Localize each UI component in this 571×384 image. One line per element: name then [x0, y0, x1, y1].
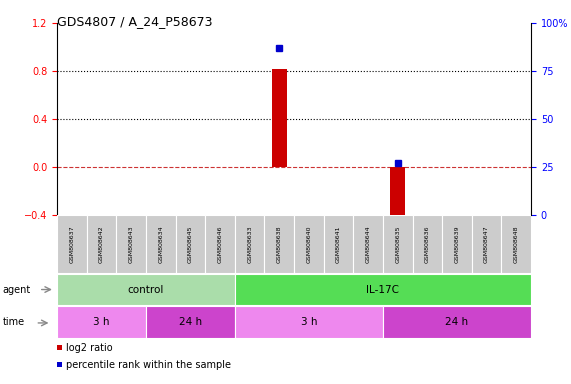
Text: GSM808648: GSM808648 — [514, 225, 518, 263]
Text: GSM808637: GSM808637 — [70, 225, 74, 263]
Bar — [442, 215, 472, 273]
Text: GSM808639: GSM808639 — [455, 225, 460, 263]
Text: 24 h: 24 h — [179, 317, 202, 327]
Bar — [205, 215, 235, 273]
Text: GSM808643: GSM808643 — [128, 225, 134, 263]
Bar — [272, 69, 287, 167]
Text: GSM808638: GSM808638 — [277, 225, 282, 263]
Bar — [501, 215, 531, 273]
Bar — [324, 215, 353, 273]
Text: GSM808635: GSM808635 — [395, 225, 400, 263]
Text: 24 h: 24 h — [445, 317, 469, 327]
Text: GSM808645: GSM808645 — [188, 225, 193, 263]
Bar — [57, 274, 235, 305]
Text: GSM808641: GSM808641 — [336, 225, 341, 263]
Text: percentile rank within the sample: percentile rank within the sample — [66, 360, 231, 370]
Bar — [176, 215, 205, 273]
Bar — [57, 215, 87, 273]
Text: GSM808634: GSM808634 — [158, 225, 163, 263]
Text: GSM808646: GSM808646 — [218, 225, 223, 263]
Text: 3 h: 3 h — [93, 317, 110, 327]
Bar — [472, 215, 501, 273]
Text: IL-17C: IL-17C — [367, 285, 400, 295]
Bar — [235, 215, 264, 273]
Text: time: time — [3, 317, 25, 327]
Bar — [391, 167, 405, 217]
Text: 3 h: 3 h — [300, 317, 317, 327]
Bar — [353, 215, 383, 273]
Bar — [235, 274, 531, 305]
Bar — [146, 215, 176, 273]
Bar — [412, 215, 442, 273]
Bar — [116, 215, 146, 273]
Bar — [294, 215, 324, 273]
Bar — [87, 215, 116, 273]
Bar — [383, 215, 412, 273]
Text: GDS4807 / A_24_P58673: GDS4807 / A_24_P58673 — [57, 15, 212, 28]
Text: log2 ratio: log2 ratio — [66, 343, 113, 353]
Text: GSM808644: GSM808644 — [365, 225, 371, 263]
Bar — [264, 215, 294, 273]
Bar — [235, 306, 383, 338]
Text: GSM808633: GSM808633 — [247, 225, 252, 263]
Bar — [146, 306, 235, 338]
Bar — [57, 306, 146, 338]
Text: control: control — [128, 285, 164, 295]
Text: GSM808640: GSM808640 — [307, 225, 311, 263]
Text: agent: agent — [3, 285, 31, 295]
Bar — [383, 306, 531, 338]
Text: GSM808642: GSM808642 — [99, 225, 104, 263]
Text: GSM808636: GSM808636 — [425, 225, 430, 263]
Text: GSM808647: GSM808647 — [484, 225, 489, 263]
